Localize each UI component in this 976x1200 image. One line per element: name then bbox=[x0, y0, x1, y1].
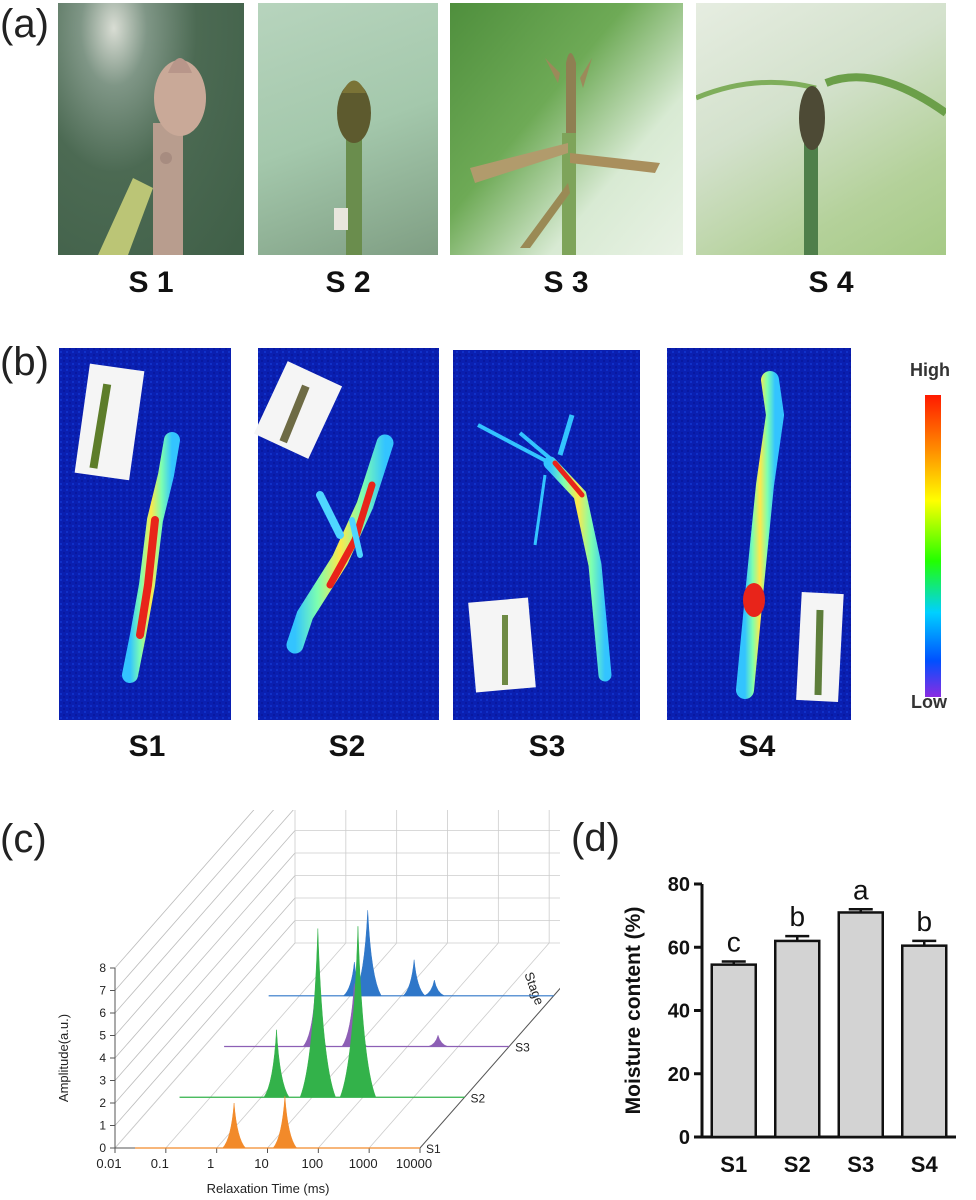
x-tick-label: 100 bbox=[301, 1156, 323, 1171]
grid-line bbox=[114, 852, 296, 1059]
y-tick-label: 4 bbox=[99, 1051, 106, 1065]
grid-line bbox=[114, 810, 275, 991]
grid-line bbox=[114, 897, 296, 1104]
colorbar-high-label: High bbox=[910, 360, 950, 380]
significance-letter-s2: b bbox=[789, 901, 805, 932]
y-tick-label: 0 bbox=[99, 1141, 106, 1155]
y-tick-label: 40 bbox=[668, 1001, 690, 1023]
y-tick-label: 2 bbox=[99, 1096, 106, 1110]
y-tick-label: 6 bbox=[99, 1006, 106, 1020]
t2-relaxation-3d-chart: 0 1 2 3 4 5 6 7 8 0.01 0.1 1 10 100 1000 10000 Relaxatio… bbox=[56, 810, 560, 1196]
bud-s2-illustration bbox=[334, 80, 371, 255]
mri-s3 bbox=[453, 350, 640, 720]
bud-photo-s2 bbox=[258, 3, 438, 255]
z-axis-line bbox=[419, 987, 560, 1149]
y-tick-label: 0 bbox=[679, 1127, 690, 1149]
x-tick-label-s3: S3 bbox=[847, 1152, 874, 1177]
panel-a-label-s2: S 2 bbox=[325, 266, 371, 299]
stage-label-s1: S1 bbox=[426, 1142, 441, 1156]
colorbar-low-label: Low bbox=[911, 692, 947, 712]
bar-s1 bbox=[710, 963, 757, 1139]
peak-s3 bbox=[428, 1034, 448, 1047]
y-tick-label: 20 bbox=[668, 1064, 690, 1086]
x-tick-label-s1: S1 bbox=[720, 1152, 747, 1177]
x-tick-label: 1000 bbox=[349, 1156, 378, 1171]
significance-letter-s3: a bbox=[853, 874, 869, 905]
grid-line bbox=[368, 942, 550, 1149]
y-tick-label: 3 bbox=[99, 1074, 106, 1088]
grid-line bbox=[114, 810, 255, 969]
significance-letter-s1: c bbox=[727, 926, 741, 957]
panel-a-label-s3: S 3 bbox=[543, 266, 589, 299]
x-tick-label: 10 bbox=[254, 1156, 268, 1171]
x-tick-label: 1 bbox=[207, 1156, 214, 1171]
peak-s1 bbox=[272, 1096, 298, 1149]
bud-photo-s4 bbox=[696, 3, 946, 255]
y-tick-label: 60 bbox=[668, 937, 690, 959]
panel-b-label-s4: S4 bbox=[738, 730, 776, 763]
mri-s2 bbox=[253, 348, 439, 720]
grid-line bbox=[114, 830, 296, 1036]
x-tick-label: 0.1 bbox=[151, 1156, 169, 1171]
grid-line bbox=[114, 942, 296, 1149]
y-tick-label: 8 bbox=[99, 961, 106, 975]
panel-a-letter: (a) bbox=[0, 2, 49, 46]
bar-s2 bbox=[774, 939, 821, 1139]
y-tick-label: 1 bbox=[99, 1119, 106, 1133]
grid-line bbox=[114, 920, 296, 1126]
y-tick-label: 7 bbox=[99, 984, 106, 998]
bud-photo-s3 bbox=[450, 3, 683, 255]
peak-s1 bbox=[222, 1102, 247, 1149]
y-axis-label: Moisture content (%) bbox=[622, 907, 645, 1115]
panel-d-letter: (d) bbox=[571, 816, 620, 860]
peak-s2 bbox=[299, 928, 336, 1098]
peak-s2 bbox=[263, 1029, 290, 1098]
colorbar bbox=[925, 395, 941, 697]
x-tick-label-s2: S2 bbox=[784, 1152, 811, 1177]
peak-s2 bbox=[339, 926, 377, 1098]
mri-s1 bbox=[59, 348, 231, 720]
bar-s3 bbox=[837, 911, 884, 1139]
y-axis-label: Amplitude(a.u.) bbox=[56, 1014, 71, 1102]
bud-s3-illustration bbox=[470, 53, 660, 255]
y-tick-label: 80 bbox=[668, 874, 690, 896]
panel-b-label-s2: S2 bbox=[328, 730, 366, 763]
grid-line bbox=[114, 875, 296, 1081]
moisture-bar-chart: Moisture content (%) 0 20 40 60 80 c S1 b S2 a S3 b S… bbox=[622, 874, 956, 1177]
x-tick-label: 0.01 bbox=[96, 1156, 121, 1171]
peak-s4 bbox=[424, 979, 445, 997]
peak-s4 bbox=[402, 959, 426, 997]
mri-images bbox=[59, 348, 941, 720]
bar-s4 bbox=[901, 944, 948, 1139]
z-axis-label: Stage bbox=[521, 970, 547, 1007]
mri-s4 bbox=[667, 348, 851, 720]
panel-b-label-s1: S1 bbox=[128, 730, 166, 763]
significance-letter-s4: b bbox=[916, 906, 932, 937]
bud-photo-s1 bbox=[58, 3, 244, 255]
bud-s1-illustration bbox=[98, 58, 206, 255]
y-tick-label: 5 bbox=[99, 1029, 106, 1043]
x-axis-label: Relaxation Time (ms) bbox=[207, 1181, 330, 1196]
panel-a-label-s1: S 1 bbox=[128, 266, 174, 299]
panel-a-label-s4: S 4 bbox=[808, 266, 854, 299]
x-tick-label-s4: S4 bbox=[911, 1152, 939, 1177]
stage-label-s2: S2 bbox=[471, 1091, 486, 1105]
x-tick-label: 10000 bbox=[396, 1156, 432, 1171]
panel-c-letter: (c) bbox=[0, 817, 47, 861]
grid-line bbox=[114, 810, 294, 1014]
grid-line bbox=[318, 942, 499, 1149]
stage-label-s3: S3 bbox=[515, 1041, 530, 1055]
panel-b-letter: (b) bbox=[0, 340, 49, 384]
bud-s4-illustration bbox=[696, 73, 946, 255]
panel-b-label-s3: S3 bbox=[528, 730, 566, 763]
